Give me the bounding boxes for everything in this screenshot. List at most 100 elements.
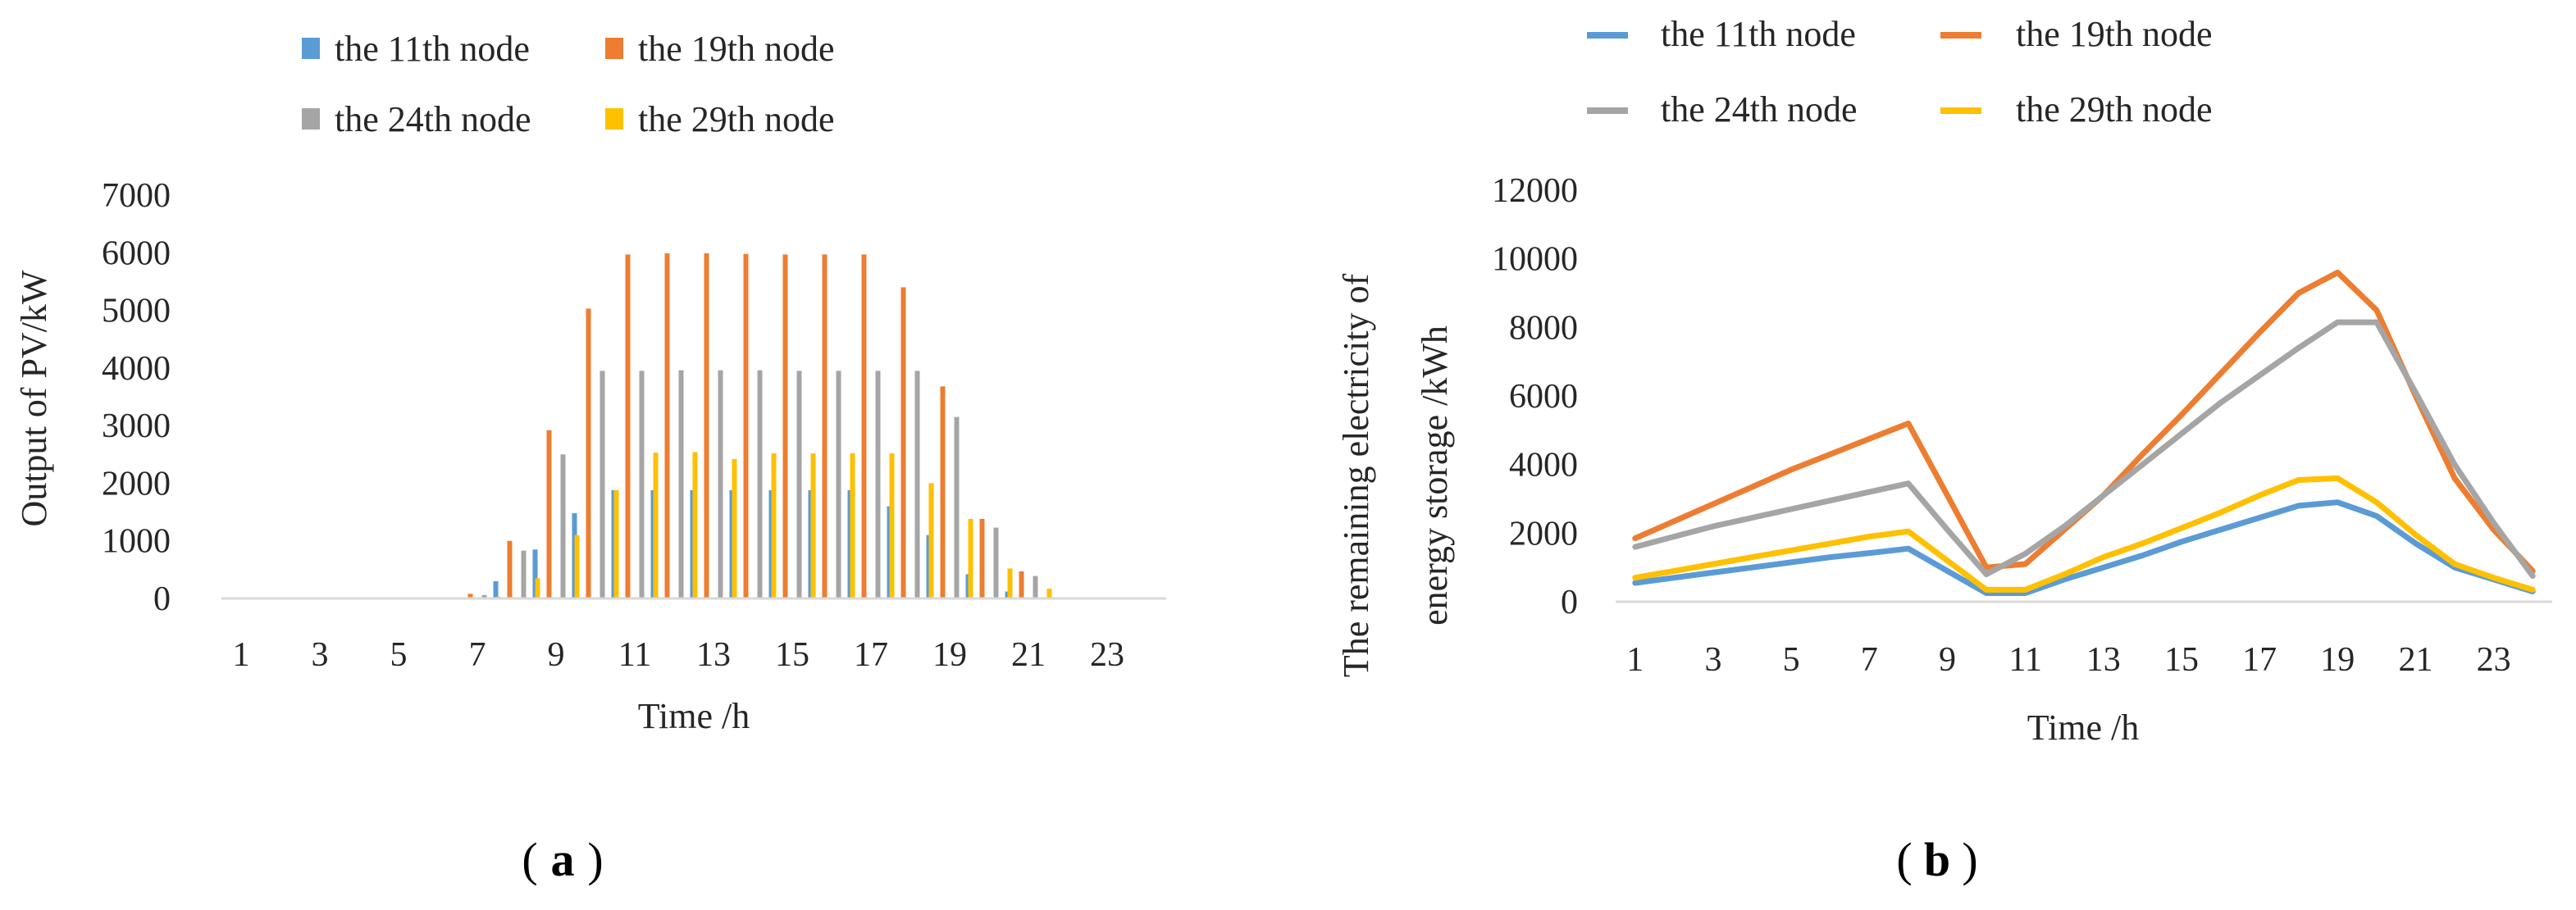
chart-b-x-tick-label: 1 [1626, 641, 1644, 679]
chart-a-bar [1046, 589, 1052, 598]
chart-a-bar [521, 550, 527, 598]
chart-a-legend-swatch [605, 38, 623, 59]
chart-a-legend-item-the-11th-node: the 11th node [302, 29, 530, 69]
chart-a-x-tick-label: 21 [1011, 636, 1046, 674]
chart-a-bar [718, 370, 723, 598]
chart-b-x-tick-label: 15 [2164, 641, 2199, 679]
chart-a-bar [507, 540, 513, 598]
chart-a-panel-label: ( a ) [522, 833, 603, 886]
chart-a-bar [993, 527, 999, 598]
chart-a-bar [639, 371, 645, 598]
chart-b-series-line-the-24th-node [1632, 319, 2536, 580]
chart-a-x-tick-label: 15 [775, 636, 809, 674]
chart-a-y-tick-label: 6000 [102, 234, 171, 272]
chart-b-legend: the 11th node the 19th node the 24th node t… [1587, 14, 2213, 130]
chart-b-x-tick-label: 19 [2320, 641, 2355, 679]
chart-a-bar [613, 489, 619, 598]
chart-a-bars [454, 253, 1052, 598]
chart-a-y-tick-label: 3000 [102, 407, 171, 445]
chart-a-bar [889, 453, 895, 598]
chart-b-y-tick-label: 0 [1561, 584, 1578, 621]
chart-a-legend-swatch [302, 38, 320, 59]
chart-a-series-the-29th-node [495, 452, 1052, 598]
chart-a-bar [467, 594, 473, 598]
chart-a-bar [732, 458, 737, 598]
chart-a-y-tick-label: 7000 [102, 177, 171, 215]
chart-b-y-axis-label-line-2: energy storage /kWh [1415, 325, 1455, 626]
chart-a-bar [850, 453, 855, 598]
chart-a-bar [743, 253, 749, 598]
chart-a-x-ticks: 1 3 5 7 9 11 13 15 17 19 21 23 [233, 636, 1125, 674]
chart-a-series-the-24th-node [481, 370, 1038, 598]
chart-b-x-ticks: 1 3 5 7 9 11 13 15 17 19 21 23 [1626, 641, 2510, 679]
chart-a-bar [940, 386, 946, 598]
chart-a-legend-item-the-29th-node: the 29th node [605, 99, 835, 139]
svg-text:(: ( [1896, 833, 1912, 886]
chart-a-x-tick-label: 23 [1090, 636, 1124, 674]
svg-text:): ) [1962, 833, 1977, 886]
chart-a-bar [875, 371, 881, 598]
chart-a-series-the-19th-node [467, 253, 1024, 598]
chart-b-y-axis-label-line-1: The remaining electricity of [1336, 273, 1376, 677]
chart-a-bar [586, 308, 591, 598]
chart-a-x-tick-label: 19 [932, 636, 967, 674]
svg-text:): ) [587, 833, 603, 886]
chart-a-legend-item-the-19th-node: the 19th node [605, 29, 835, 69]
chart-a-bar [481, 594, 487, 598]
chart-a-x-axis-label: Time /h [638, 696, 750, 736]
svg-text:(: ( [522, 833, 537, 886]
chart-b-y-tick-label: 6000 [1509, 378, 1578, 416]
chart-b-lines [1632, 269, 2536, 596]
chart-a-x-tick-label: 11 [618, 636, 651, 674]
chart-a-y-tick-label: 0 [153, 580, 171, 618]
chart-a-bar [861, 254, 867, 598]
chart-b-x-tick-label: 3 [1704, 641, 1721, 679]
chart-a-bar [928, 483, 934, 598]
chart-b-x-tick-label: 7 [1861, 641, 1878, 679]
chart-b-panel-letter: b [1924, 833, 1950, 886]
chart-a-legend-label: the 29th node [638, 99, 835, 139]
chart-a-bar [535, 578, 540, 598]
chart-a-bar [836, 371, 841, 598]
chart-a-bar [574, 535, 580, 598]
chart-a-bar [900, 287, 906, 598]
chart-b-y-ticks: 0 2000 4000 6000 8000 10000 12000 [1492, 172, 1578, 621]
chart-a-x-tick-label: 13 [696, 636, 731, 674]
chart-a-bar [600, 371, 605, 598]
chart-b-y-tick-label: 2000 [1509, 515, 1578, 553]
chart-a-x-tick-label: 5 [390, 636, 408, 674]
chart-a-bar [954, 416, 960, 598]
chart-a-bar [914, 371, 920, 598]
chart-b-x-axis-label: Time /h [2027, 708, 2140, 748]
chart-a-bar [560, 454, 566, 598]
chart-a-legend-item-the-24th-node: the 24th node [302, 99, 531, 139]
chart-b-x-tick-label: 21 [2398, 641, 2432, 679]
chart-a-bar [493, 580, 499, 598]
chart-b-series-line-the-19th-node [1632, 269, 2536, 574]
chart-a-bar [796, 371, 802, 598]
chart-b-x-tick-label: 17 [2242, 641, 2277, 679]
chart-b-x-tick-label: 23 [2477, 641, 2511, 679]
chart-a-bar [532, 549, 538, 598]
chart-b-x-tick-label: 9 [1939, 641, 1956, 679]
chart-a-panel-letter: a [551, 833, 575, 886]
chart-a-x-tick-label: 3 [312, 636, 329, 674]
chart-b-panel-label: ( b ) [1896, 833, 1977, 886]
chart-a-y-axis-label: Output of PV/kW [14, 270, 54, 526]
chart-a-y-tick-label: 1000 [102, 523, 171, 561]
chart-b-x-tick-label: 11 [2008, 641, 2041, 679]
chart-b-remaining-electricity: the 11th node the 19th node the 24th node t… [1336, 14, 2552, 886]
chart-a-bar [653, 453, 659, 598]
chart-b-x-tick-label: 5 [1783, 641, 1800, 679]
chart-b-y-axis-label: The remaining electricity of energy stor… [1336, 273, 1455, 677]
chart-a-bar [782, 254, 788, 598]
chart-a-x-tick-label: 7 [469, 636, 486, 674]
chart-a-legend-swatch [302, 108, 320, 130]
chart-b-y-tick-label: 12000 [1492, 172, 1578, 210]
chart-a-y-tick-label: 2000 [102, 465, 171, 503]
chart-a-bar [979, 519, 985, 598]
chart-a-x-tick-label: 9 [548, 636, 565, 674]
chart-b-legend-label: the 11th node [1661, 14, 1856, 54]
chart-b-y-tick-label: 8000 [1509, 309, 1578, 347]
